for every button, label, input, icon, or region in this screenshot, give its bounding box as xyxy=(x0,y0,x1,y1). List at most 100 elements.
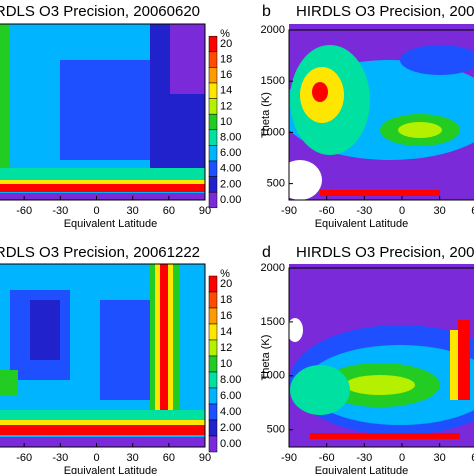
contour-region xyxy=(320,190,440,196)
contour-region xyxy=(0,24,10,174)
colorbar-label: 2.00 xyxy=(220,422,241,434)
x-axis-label: Equivalent Latitude xyxy=(64,465,158,474)
y-tick-label: 1500 xyxy=(261,316,285,328)
y-tick-label: 2000 xyxy=(261,24,285,36)
x-tick-label: -90 xyxy=(281,205,297,217)
colorbar-swatch xyxy=(208,82,218,99)
panel-title: HIRDLS O3 Precision, 20060620 xyxy=(296,3,474,20)
x-tick-label: 90 xyxy=(199,452,211,464)
y-axis-label: Theta (K) xyxy=(260,335,272,381)
panel-title: HIRDLS O3 Precision, 20061222 xyxy=(0,244,200,261)
x-tick-label: 30 xyxy=(127,452,139,464)
colorbar-label: 14 xyxy=(220,326,232,338)
x-tick-label: -30 xyxy=(356,205,372,217)
colorbar-swatch xyxy=(208,339,218,357)
x-tick-label: 0 xyxy=(399,205,405,217)
colorbar-label: 18 xyxy=(220,294,232,306)
contour-region xyxy=(100,300,150,400)
contour-region xyxy=(345,375,415,395)
colorbar-label: 16 xyxy=(220,310,232,322)
x-tick-label: 60 xyxy=(471,452,474,464)
contour-region xyxy=(0,410,205,422)
colorbar-swatch xyxy=(208,35,218,53)
colorbar-label: 8.00 xyxy=(220,374,241,386)
x-tick-label: -30 xyxy=(52,452,68,464)
colorbar-swatch xyxy=(208,387,218,405)
x-tick-label: -90 xyxy=(281,452,297,464)
contour-region xyxy=(60,60,150,160)
colorbar-swatch xyxy=(208,435,218,453)
colorbar-unit: % xyxy=(220,268,230,280)
colorbar-label: 12 xyxy=(220,342,232,354)
contour-region xyxy=(0,425,205,435)
contour-field xyxy=(0,264,205,447)
y-tick-label: 500 xyxy=(267,178,285,190)
colorbar-swatch xyxy=(208,67,218,84)
colorbar-swatch xyxy=(208,275,218,293)
y-tick-label: 500 xyxy=(267,424,285,436)
colorbar-label: 18 xyxy=(220,54,232,66)
colorbar-swatch xyxy=(208,403,218,421)
colorbar-label: 0.00 xyxy=(220,438,241,450)
x-tick-label: 0 xyxy=(93,452,99,464)
x-axis-label: Equivalent Latitude xyxy=(315,465,409,474)
x-tick-label: -30 xyxy=(52,205,68,217)
panel-letter: b xyxy=(262,3,271,20)
colorbar-label: 8.00 xyxy=(220,132,241,144)
contour-region xyxy=(458,320,470,400)
colorbar-label: 20 xyxy=(220,278,232,290)
contour-region xyxy=(310,433,460,439)
colorbar-swatch xyxy=(208,145,218,162)
contour-region xyxy=(0,168,205,182)
colorbar-label: 6.00 xyxy=(220,147,241,159)
contour-region xyxy=(400,45,474,75)
contour-region xyxy=(0,437,205,447)
contour-region xyxy=(0,184,205,192)
colorbar-unit: % xyxy=(220,28,230,40)
contour-region xyxy=(312,82,328,102)
contour-region xyxy=(289,318,303,342)
colorbar-swatch xyxy=(208,51,218,68)
colorbar-swatch xyxy=(208,323,218,341)
colorbar-swatch xyxy=(208,113,218,131)
colorbar-swatch xyxy=(208,371,218,389)
y-tick-label: 1500 xyxy=(261,75,285,87)
colorbar-label: 4.00 xyxy=(220,406,241,418)
colorbar-swatch xyxy=(208,160,218,177)
colorbar-swatch xyxy=(208,307,218,325)
contour-region xyxy=(0,180,205,186)
colorbar-label: 10 xyxy=(220,116,232,128)
colorbar-swatch xyxy=(208,419,218,437)
colorbar-label: 6.00 xyxy=(220,390,241,402)
x-axis-label: Equivalent Latitude xyxy=(315,218,409,230)
y-axis-label: Theta (K) xyxy=(260,92,272,138)
colorbar-label: 4.00 xyxy=(220,163,241,175)
x-tick-label: -60 xyxy=(16,205,32,217)
contour-region xyxy=(289,160,322,200)
x-tick-label: -60 xyxy=(319,452,335,464)
x-tick-label: 60 xyxy=(471,205,474,217)
colorbar-swatch xyxy=(208,291,218,309)
x-tick-label: -60 xyxy=(319,205,335,217)
colorbar-label: 20 xyxy=(220,38,232,50)
colorbar-swatch xyxy=(208,191,218,209)
panel-letter: d xyxy=(262,244,271,261)
y-tick-label: 1000 xyxy=(261,126,285,138)
colorbar-swatch xyxy=(208,129,218,146)
colorbar-swatch xyxy=(208,98,218,115)
colorbar-label: 16 xyxy=(220,69,232,81)
contour-region xyxy=(398,122,442,138)
x-tick-label: 0 xyxy=(399,452,405,464)
x-axis-label: Equivalent Latitude xyxy=(64,218,158,230)
contour-region xyxy=(170,24,205,94)
panel-title: HIRDLS O3 Precision, 20061222 xyxy=(296,244,474,261)
contour-region xyxy=(0,370,18,395)
x-tick-label: -60 xyxy=(16,452,32,464)
contour-region xyxy=(30,300,60,360)
contour-region xyxy=(160,264,168,414)
y-tick-label: 2000 xyxy=(261,262,285,274)
y-tick-label: 1000 xyxy=(261,370,285,382)
x-tick-label: 90 xyxy=(199,205,211,217)
x-tick-label: 30 xyxy=(434,452,446,464)
